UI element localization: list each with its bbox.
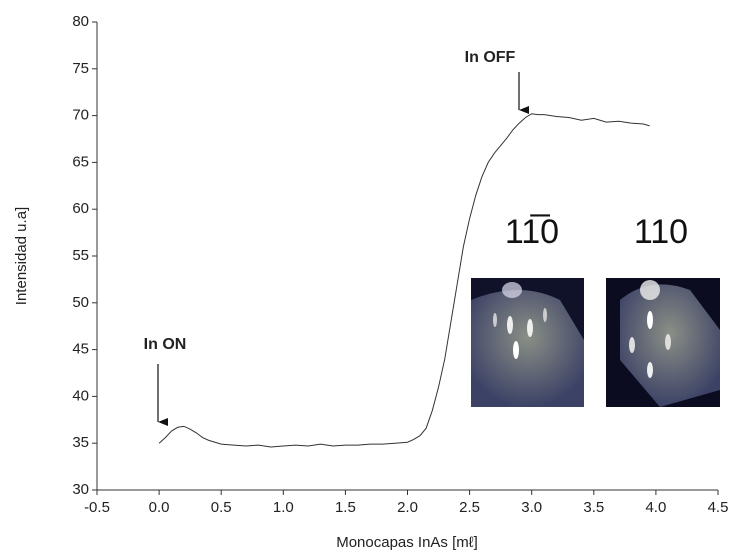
inset-label: 11̅0 bbox=[505, 213, 559, 251]
y-tick-label: 80 bbox=[72, 13, 89, 30]
y-axis-label: Intensidad u.a] bbox=[13, 207, 30, 305]
y-tick-label: 70 bbox=[72, 107, 89, 124]
x-tick-label: 1.5 bbox=[335, 499, 356, 516]
x-tick-label: 3.0 bbox=[521, 499, 542, 516]
y-tick-label: 50 bbox=[72, 294, 89, 311]
x-tick-label: 3.5 bbox=[583, 499, 604, 516]
x-tick-label: 2.5 bbox=[459, 499, 480, 516]
y-tick-label: 60 bbox=[72, 200, 89, 217]
x-tick-label: -0.5 bbox=[84, 499, 110, 516]
y-tick-label: 75 bbox=[72, 60, 89, 77]
x-tick-label: 1.0 bbox=[273, 499, 294, 516]
inset-label: 110 bbox=[634, 213, 688, 251]
annotation: In ON bbox=[144, 336, 187, 353]
x-tick-label: 0.0 bbox=[149, 499, 170, 516]
x-axis-label: Monocapas InAs [mℓ] bbox=[336, 534, 478, 551]
rheed-image-1 bbox=[471, 278, 584, 407]
x-tick-label: 4.0 bbox=[645, 499, 666, 516]
annotation: In OFF bbox=[465, 49, 516, 66]
y-tick-label: 55 bbox=[72, 247, 89, 264]
x-tick-label: 4.5 bbox=[708, 499, 729, 516]
y-tick-label: 30 bbox=[72, 481, 89, 498]
data-line bbox=[158, 113, 650, 448]
rheed-image-2 bbox=[606, 278, 720, 407]
x-tick-label: 0.5 bbox=[211, 499, 232, 516]
y-tick-label: 40 bbox=[72, 387, 89, 404]
y-tick-label: 45 bbox=[72, 341, 89, 358]
y-tick-label: 35 bbox=[72, 434, 89, 451]
x-tick-label: 2.0 bbox=[397, 499, 418, 516]
y-tick-label: 65 bbox=[72, 153, 89, 170]
